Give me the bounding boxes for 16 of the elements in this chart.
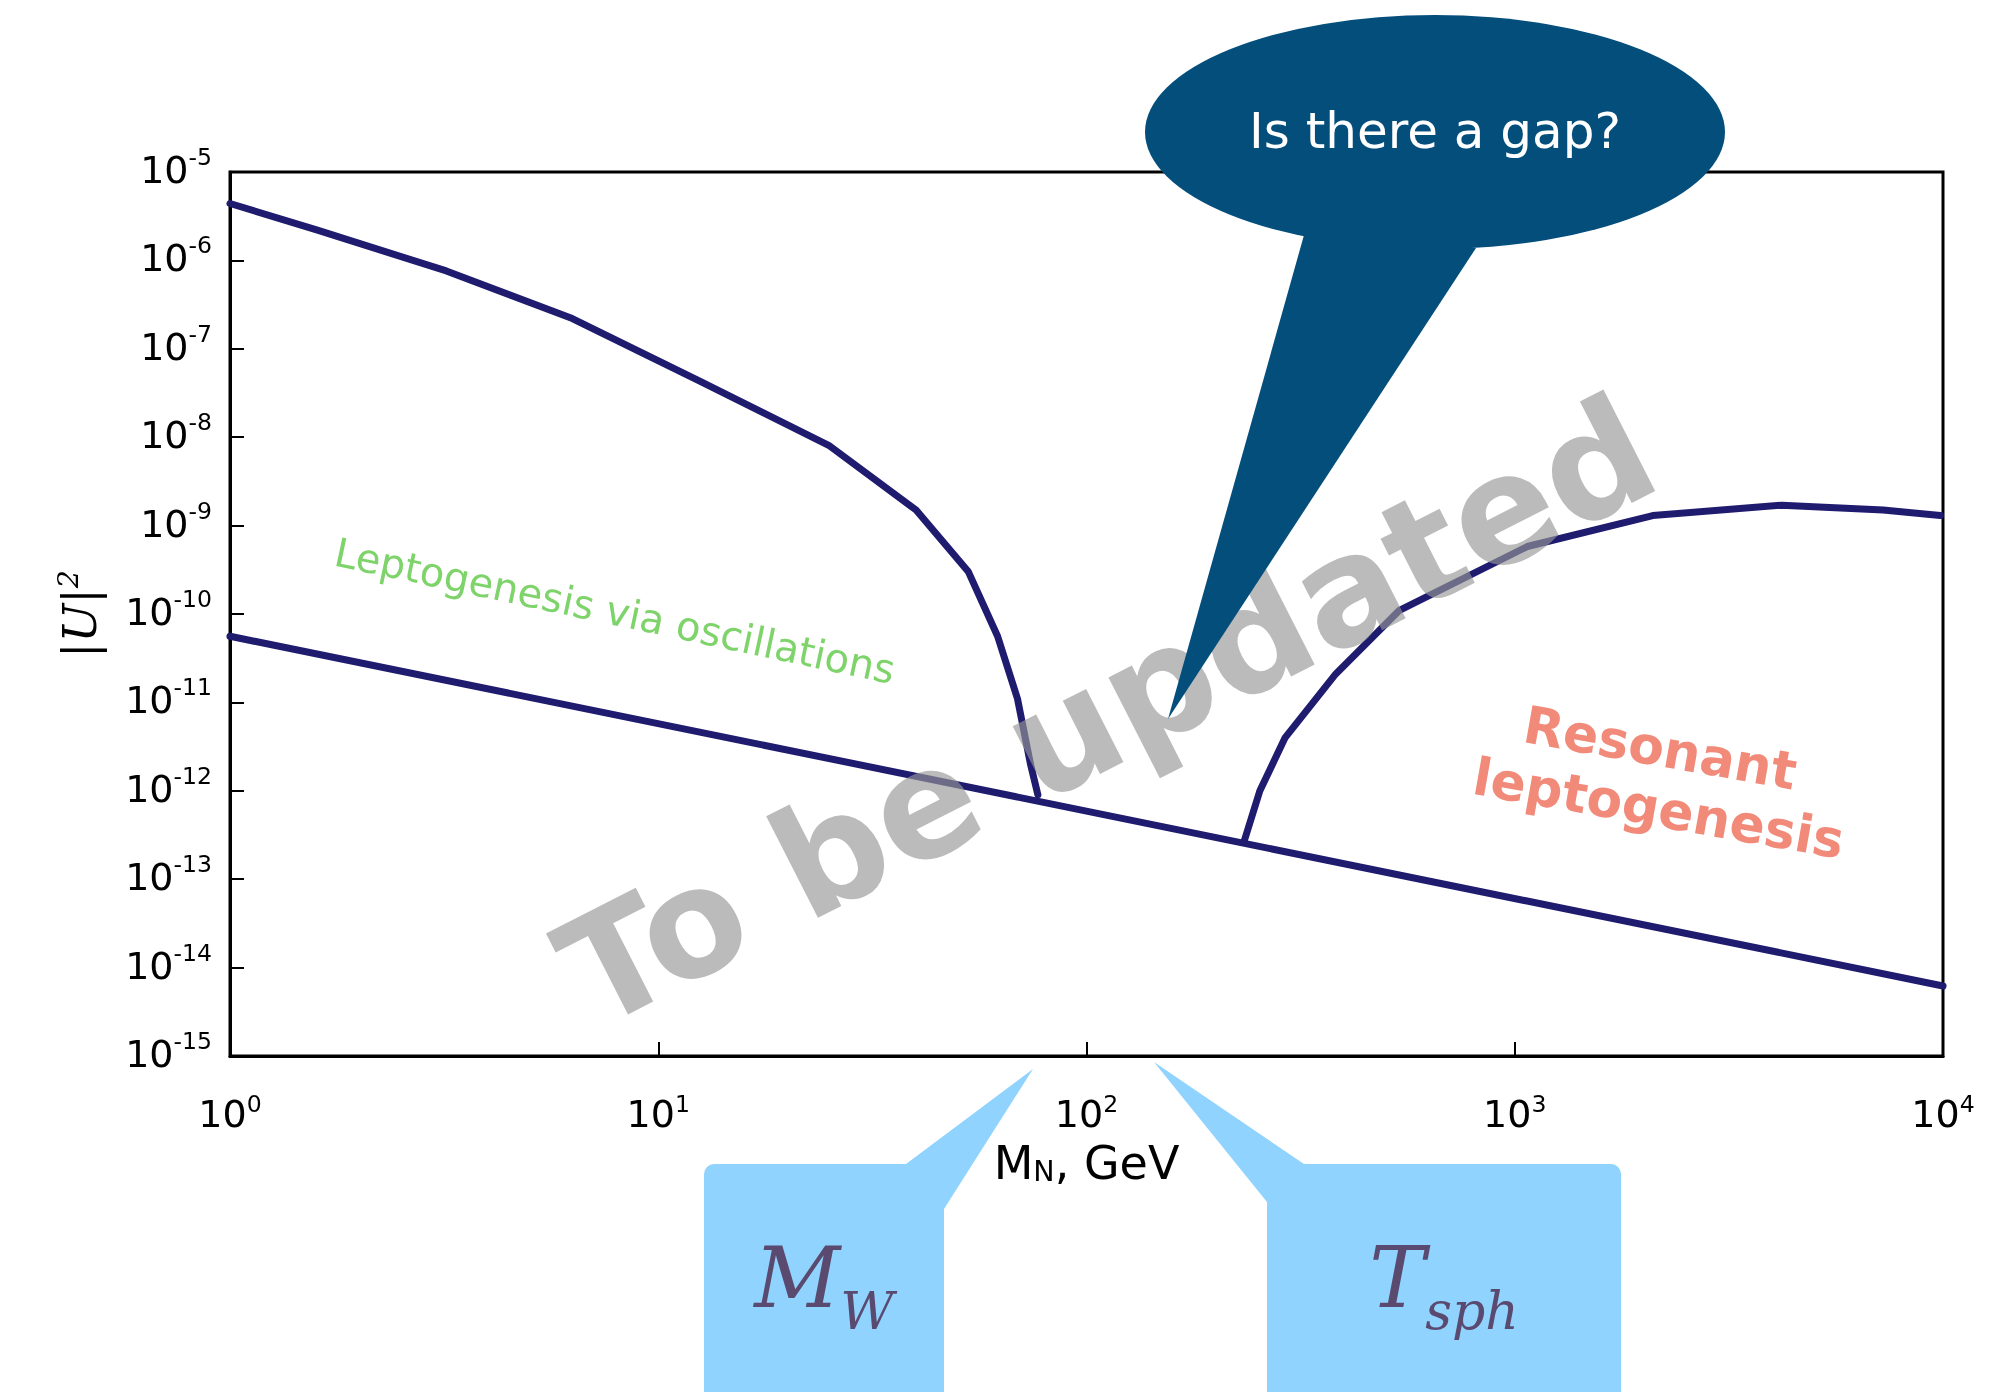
- y-tick-label: 10$^{-15}$: [125, 1026, 212, 1076]
- y-tick-label: 10$^{-6}$: [140, 230, 212, 280]
- y-tick-label: 10$^{-13}$: [125, 849, 212, 899]
- y-tick-label: 10$^{-5}$: [140, 142, 212, 192]
- text: M$_{W}$: [752, 1229, 899, 1341]
- y-tick-label: 10$^{-11}$: [125, 672, 212, 722]
- text: Is there a gap?: [1248, 101, 1622, 160]
- y-axis-title: |U|2: [52, 570, 107, 658]
- y-tick-label: 10$^{-8}$: [140, 407, 212, 457]
- y-tick-label: 10$^{-7}$: [140, 319, 212, 369]
- y-tick-label: 10$^{-9}$: [140, 496, 212, 546]
- y-tick-label: 10$^{-12}$: [125, 761, 212, 811]
- y-tick-label: 10$^{-10}$: [125, 584, 212, 634]
- y-tick-label: 10$^{-14}$: [125, 938, 212, 988]
- text: T$_{sph}$: [1369, 1229, 1519, 1341]
- x-axis-title: MN, GeV: [993, 1136, 1180, 1190]
